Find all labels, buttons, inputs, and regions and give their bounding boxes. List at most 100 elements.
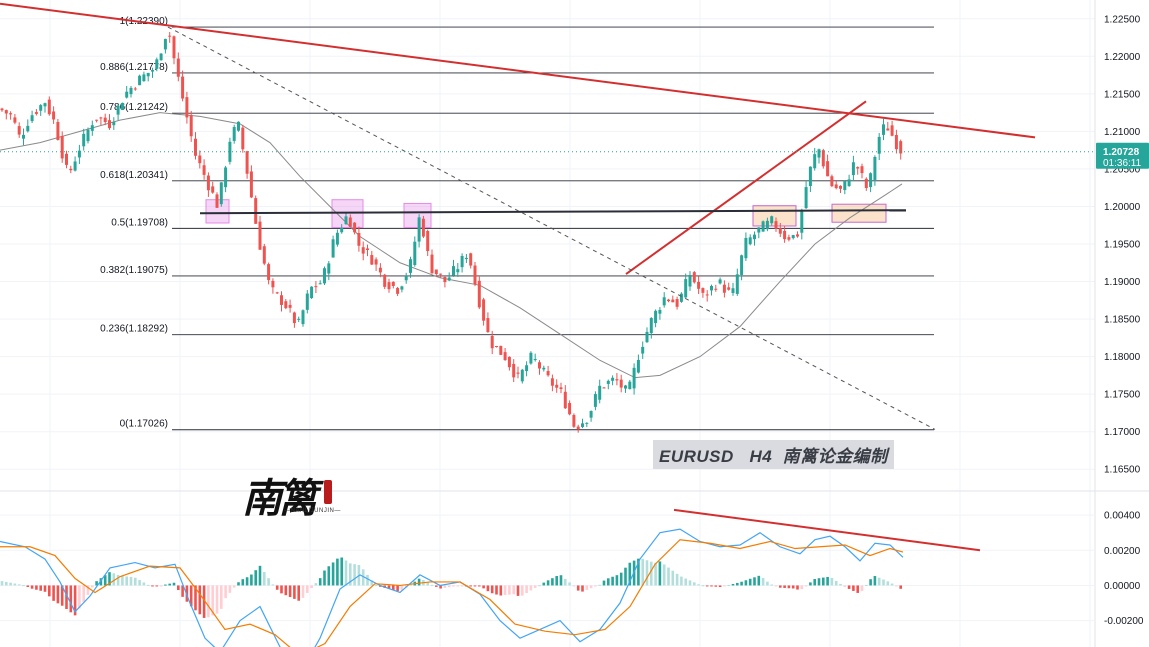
macd-divergence-trendline[interactable] — [673, 508, 981, 552]
price-axis-tick-label: 1.17000 — [1104, 427, 1141, 438]
macd-axis-tick-label: 0.00200 — [1104, 546, 1141, 557]
macd-histogram-bar — [736, 582, 739, 586]
candle-body — [116, 105, 120, 115]
trendline[interactable] — [167, 26, 936, 430]
candle-body — [753, 234, 756, 240]
macd-histogram-bar — [469, 585, 472, 587]
candle-body — [731, 288, 735, 293]
macd-histogram-bar — [267, 578, 270, 586]
macd-axis-tick-label: 0.00400 — [1104, 511, 1141, 522]
candle-body — [675, 299, 679, 307]
candle-body — [112, 121, 116, 126]
candle-body — [667, 299, 670, 302]
candle-body — [348, 217, 352, 227]
macd-histogram-bar — [52, 585, 55, 601]
candle-body — [9, 113, 13, 115]
candle-body — [555, 384, 559, 388]
macd-histogram-bar — [508, 585, 511, 595]
candle-body — [120, 103, 124, 110]
macd-histogram-bar — [65, 585, 68, 610]
macd-histogram-bar — [873, 576, 877, 586]
candle-body — [292, 312, 296, 324]
macd-histogram-bar — [318, 578, 322, 586]
macd-histogram-bar — [5, 581, 8, 586]
macd-histogram-bar — [757, 575, 761, 586]
candle-body — [241, 127, 245, 150]
candle-body — [585, 422, 589, 424]
macd-histogram-bar — [598, 584, 601, 586]
candle-body — [361, 247, 365, 254]
zone-box[interactable] — [403, 202, 432, 228]
macd-histogram-bar — [710, 585, 713, 587]
candle-body — [813, 154, 817, 169]
zone-box[interactable] — [831, 203, 887, 223]
macd-histogram-bar — [770, 584, 773, 586]
trendline[interactable] — [199, 209, 907, 215]
candle-body — [22, 134, 25, 139]
candle-body — [4, 110, 8, 114]
candle-body — [396, 287, 400, 294]
macd-histogram-bar — [607, 578, 610, 586]
last-price-tag — [1096, 142, 1149, 169]
macd-histogram-bar — [551, 578, 554, 586]
macd-histogram-bar — [460, 585, 464, 587]
candle-body — [447, 277, 451, 281]
candle-body — [542, 367, 546, 370]
candle-body — [43, 103, 47, 107]
macd-histogram-bar — [323, 570, 326, 586]
candle-body — [701, 288, 705, 293]
candle-body — [125, 91, 129, 98]
candle-body — [421, 218, 425, 237]
macd-histogram-bar — [168, 583, 171, 586]
fib-level-label: 0.382(1.19075) — [100, 265, 168, 276]
macd-histogram-bar — [35, 585, 38, 590]
candle-body — [894, 134, 898, 150]
candle-body — [735, 274, 739, 294]
macd-histogram-bar — [69, 585, 73, 613]
candle-body — [791, 235, 795, 239]
candle-body — [645, 331, 649, 343]
macd-histogram-bar — [482, 585, 485, 589]
macd-histogram-bar — [241, 579, 245, 586]
price-axis-tick-label: 1.22500 — [1104, 14, 1141, 25]
macd-histogram-bar — [447, 585, 451, 588]
candle-body — [387, 282, 391, 290]
watermark-logo: 南篱 —NANLIJUNJIN— — [240, 466, 350, 522]
candle-body — [499, 345, 503, 355]
candle-body — [245, 151, 249, 174]
candle-body — [288, 304, 292, 308]
candle-body — [26, 125, 30, 132]
macd-histogram-bar — [533, 585, 537, 588]
candle-body — [765, 220, 769, 230]
macd-histogram-bar — [529, 585, 533, 591]
macd-histogram-bar — [525, 585, 528, 594]
candle-body — [641, 346, 645, 354]
trendline[interactable] — [625, 100, 867, 275]
candle-body — [688, 275, 692, 287]
candle-body — [808, 166, 812, 187]
macd-histogram-bar — [766, 581, 769, 586]
candle-body — [86, 129, 90, 142]
macd-histogram-bar — [624, 567, 627, 586]
candle-body — [899, 141, 903, 154]
macd-histogram-bar — [125, 576, 128, 586]
price-axis-tick-label: 1.18000 — [1104, 352, 1141, 363]
price-axis-tick-label: 1.17500 — [1104, 390, 1141, 401]
candle-body — [237, 121, 240, 131]
macd-histogram-bar — [56, 585, 60, 604]
macd-histogram-bar — [594, 585, 597, 587]
macd-histogram-bar — [826, 576, 829, 586]
macd-histogram-bar — [439, 585, 442, 589]
candle-body — [198, 155, 202, 164]
candle-body — [254, 198, 258, 224]
candle-body — [460, 255, 464, 268]
candle-body — [757, 227, 761, 233]
macd-histogram-bar — [116, 574, 120, 586]
candle-body — [550, 378, 554, 386]
candle-body — [486, 318, 490, 333]
macd-histogram-bar — [693, 582, 696, 586]
candle-body — [430, 254, 434, 274]
trendline[interactable] — [0, 2, 1036, 139]
macd-histogram-bar — [86, 585, 90, 595]
